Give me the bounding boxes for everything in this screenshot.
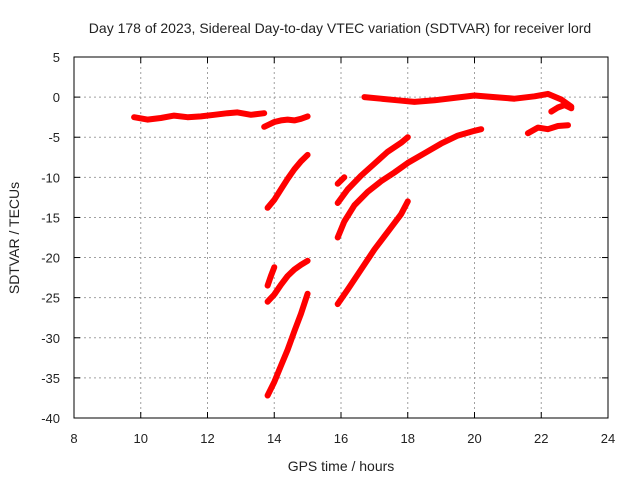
y-tick-label: 5 (53, 50, 60, 65)
data-series (131, 90, 575, 399)
y-tick-label: 0 (53, 90, 60, 105)
y-tick-label: -5 (48, 130, 60, 145)
x-tick-label: 14 (267, 431, 281, 446)
series-arc-11 (361, 90, 575, 110)
x-tick-label: 20 (467, 431, 481, 446)
series-arc-5 (264, 257, 311, 305)
y-tick-label: -35 (41, 371, 60, 386)
x-tick-label: 16 (334, 431, 348, 446)
series-arc-3 (264, 151, 311, 211)
y-tick-label: -15 (41, 210, 60, 225)
series-arc-1 (131, 109, 268, 123)
y-axis-label: SDTVAR / TECUs (6, 182, 22, 294)
y-tick-label: -30 (41, 331, 60, 346)
y-tick-label: -25 (41, 291, 60, 306)
y-tick-label: -40 (41, 411, 60, 426)
series-arc-10 (334, 198, 411, 308)
series-arc-4 (264, 264, 278, 289)
x-tick-label: 8 (70, 431, 77, 446)
x-axis-label: GPS time / hours (288, 458, 395, 474)
series-arc-13 (548, 102, 575, 115)
x-tick-label: 10 (134, 431, 148, 446)
grid (74, 57, 608, 418)
series-arc-7 (334, 174, 348, 187)
x-tick-label: 24 (601, 431, 615, 446)
axis-ticks: 8 10 12 14 16 18 20 22 24 5 0 -5 -10 -15 -20 -25 -30 -35 -… (41, 50, 615, 446)
series-arc-12 (524, 122, 571, 137)
series-arc-9 (334, 126, 485, 241)
y-tick-label: -10 (41, 170, 60, 185)
series-arc-8 (334, 134, 411, 206)
series-arc-2 (261, 113, 311, 130)
x-tick-label: 22 (534, 431, 548, 446)
x-tick-label: 18 (401, 431, 415, 446)
chart-title: Day 178 of 2023, Sidereal Day-to-day VTE… (89, 20, 591, 36)
y-tick-label: -20 (41, 251, 60, 266)
series-arc-6 (264, 290, 311, 399)
x-tick-label: 12 (200, 431, 214, 446)
